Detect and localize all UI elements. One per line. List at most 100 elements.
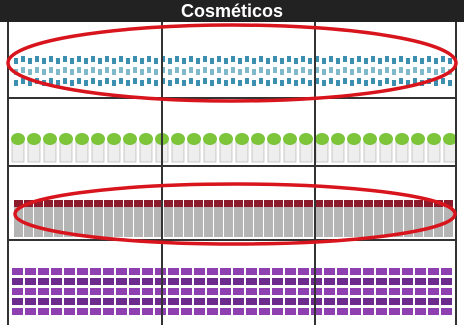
purple-product (168, 288, 179, 295)
gray-product (364, 207, 373, 237)
blue-product (224, 69, 228, 75)
green-cap (43, 133, 57, 145)
blue-product (98, 58, 102, 64)
purple-product (129, 298, 140, 305)
blue-product (203, 78, 207, 84)
red-cap (184, 200, 193, 207)
purple-product (272, 308, 283, 315)
blue-product (105, 67, 109, 73)
purple-product (428, 278, 439, 285)
purple-product (324, 278, 335, 285)
red-cap (284, 200, 293, 207)
purple-product (77, 288, 88, 295)
purple-product (285, 278, 296, 285)
blue-product (378, 80, 382, 86)
gray-product (384, 207, 393, 237)
purple-product (207, 268, 218, 275)
purple-product (64, 288, 75, 295)
blue-product (21, 56, 25, 62)
blue-product (126, 69, 130, 75)
blue-product (343, 56, 347, 62)
blue-product (133, 78, 137, 84)
blue-product (399, 78, 403, 84)
purple-product (116, 308, 127, 315)
blue-product (385, 56, 389, 62)
blue-product (378, 69, 382, 75)
purple-product (194, 288, 205, 295)
purple-product (64, 308, 75, 315)
blue-product (259, 56, 263, 62)
blue-product (392, 58, 396, 64)
red-cap (124, 200, 133, 207)
blue-product (56, 69, 60, 75)
purple-product (116, 298, 127, 305)
header-title: Cosméticos (181, 1, 283, 21)
purple-product (12, 278, 23, 285)
red-cap (224, 200, 233, 207)
blue-product (126, 58, 130, 64)
purple-product (51, 288, 62, 295)
blue-product (392, 80, 396, 86)
blue-product (210, 69, 214, 75)
blue-product (84, 69, 88, 75)
purple-product (389, 298, 400, 305)
planogram: Cosméticos (0, 0, 464, 325)
purple-product (402, 278, 413, 285)
gray-product (194, 207, 203, 237)
red-cap (204, 200, 213, 207)
blue-product (413, 56, 417, 62)
blue-product (91, 67, 95, 73)
purple-product (415, 278, 426, 285)
red-cap (334, 200, 343, 207)
blue-product (147, 56, 151, 62)
blue-product (238, 69, 242, 75)
purple-product (415, 268, 426, 275)
purple-product (142, 298, 153, 305)
blue-product (448, 80, 452, 86)
gray-product (254, 207, 263, 237)
blue-product (49, 78, 53, 84)
green-cap (443, 133, 457, 145)
purple-product (233, 308, 244, 315)
blue-product (77, 67, 81, 73)
blue-product (112, 58, 116, 64)
blue-product (182, 69, 186, 75)
blue-product (105, 56, 109, 62)
purple-product (428, 288, 439, 295)
purple-product (272, 278, 283, 285)
red-cap (114, 200, 123, 207)
green-cap (139, 133, 153, 145)
purple-product (194, 278, 205, 285)
purple-product (415, 298, 426, 305)
purple-product (311, 278, 322, 285)
red-cap (344, 200, 353, 207)
purple-product (129, 308, 140, 315)
purple-product (415, 288, 426, 295)
blue-product (294, 69, 298, 75)
purple-product (428, 268, 439, 275)
purple-product (64, 278, 75, 285)
purple-product (298, 308, 309, 315)
blue-product (287, 78, 291, 84)
blue-product (196, 58, 200, 64)
purple-product (402, 288, 413, 295)
blue-product (133, 67, 137, 73)
gray-product (84, 207, 93, 237)
purple-product (285, 308, 296, 315)
blue-product (196, 69, 200, 75)
gray-product (334, 207, 343, 237)
blue-product (224, 58, 228, 64)
purple-product (233, 278, 244, 285)
purple-product (324, 288, 335, 295)
blue-product (91, 78, 95, 84)
purple-product (103, 298, 114, 305)
purple-product (142, 278, 153, 285)
purple-product (168, 308, 179, 315)
purple-product (259, 278, 270, 285)
gray-product (304, 207, 313, 237)
purple-product (337, 268, 348, 275)
blue-product (287, 67, 291, 73)
blue-product (112, 69, 116, 75)
purple-product (298, 288, 309, 295)
blue-product (63, 78, 67, 84)
